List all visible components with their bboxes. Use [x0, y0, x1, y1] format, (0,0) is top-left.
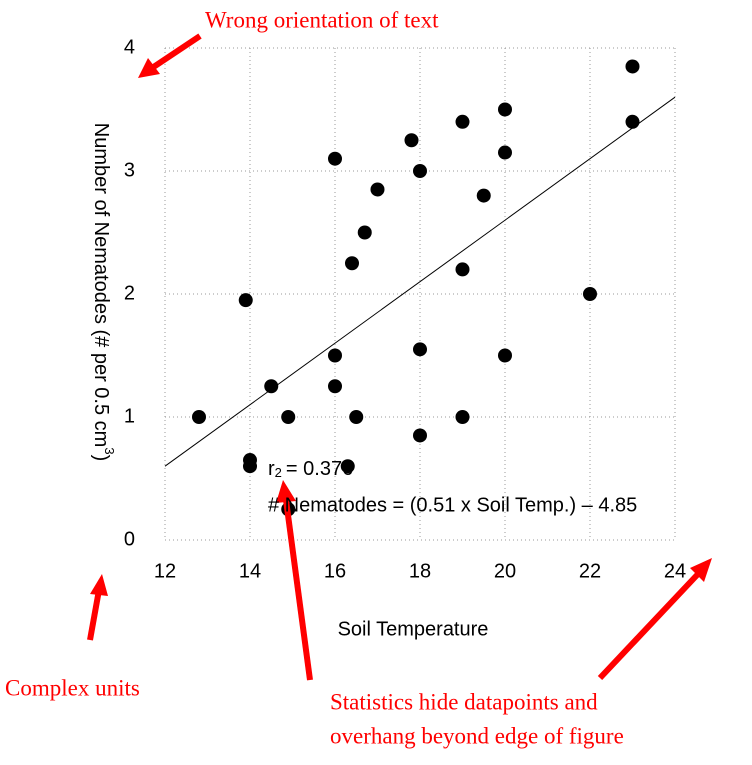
y-tick-label: 1: [124, 405, 135, 427]
point: [413, 164, 427, 178]
point: [328, 151, 342, 166]
point: [281, 410, 296, 424]
point: [455, 262, 470, 277]
point: [583, 287, 597, 301]
x-tick-label: 12: [154, 560, 176, 582]
point: [498, 102, 512, 117]
arrow: [283, 499, 313, 681]
point: [625, 114, 640, 129]
y-tick-label: 2: [124, 282, 135, 304]
arrow-head: [138, 58, 160, 78]
stat-r: r2 = 0.376: [268, 458, 353, 480]
annotation: Complex units: [5, 675, 140, 700]
point: [498, 348, 512, 363]
trend-line: [164, 96, 676, 467]
y-axis-label-end: ): [90, 455, 112, 462]
point: [404, 133, 419, 148]
point: [625, 59, 640, 74]
point: [413, 428, 427, 443]
annotation: Wrong orientation of text: [205, 7, 439, 32]
point: [328, 379, 342, 394]
x-tick-label: 14: [239, 560, 261, 582]
point: [238, 293, 253, 308]
point: [340, 459, 355, 474]
y-axis-label-main: Number of Nematodes (# per 0.5 cm: [90, 123, 112, 448]
stat-r-sub: 2: [275, 465, 282, 480]
annotation: overhang beyond edge of figure: [330, 723, 624, 748]
arrow: [597, 571, 701, 681]
point: [349, 410, 364, 424]
point: [370, 182, 385, 197]
stat-r-value: = 0.376: [286, 458, 353, 480]
point: [345, 256, 359, 271]
y-axis-label: Number of Nematodes (# per 0.5 cm3): [90, 123, 117, 462]
annotation: Statistics hide datapoints and: [330, 689, 598, 714]
point: [476, 188, 491, 203]
x-tick-label: 24: [664, 560, 686, 582]
arrow-head: [690, 558, 712, 582]
x-tick-label: 22: [579, 560, 601, 582]
point: [413, 342, 427, 357]
y-tick-label: 3: [124, 159, 135, 181]
equation: # Nematodes = (0.51 x Soil Temp.) – 4.85: [268, 494, 637, 516]
arrow-head: [90, 574, 108, 596]
stat-r-letter: r: [268, 458, 275, 480]
y-tick-label: 0: [124, 528, 135, 550]
arrow: [150, 33, 202, 71]
point: [243, 459, 257, 474]
x-tick-label: 18: [409, 560, 431, 582]
arrow-head: [276, 480, 296, 503]
point: [328, 348, 342, 363]
y-tick-label: 4: [124, 36, 135, 58]
x-tick-label: 20: [494, 560, 516, 582]
x-tick-label: 16: [324, 560, 346, 582]
point: [498, 145, 512, 160]
x-axis-label: Soil Temperature: [338, 618, 489, 640]
point: [455, 114, 470, 129]
arrows: [87, 33, 712, 681]
arrow: [87, 589, 102, 641]
point: [455, 410, 470, 424]
point: [357, 225, 372, 240]
y-axis-label-sup: 3: [102, 447, 117, 454]
point: [264, 379, 279, 394]
point: [192, 410, 206, 424]
